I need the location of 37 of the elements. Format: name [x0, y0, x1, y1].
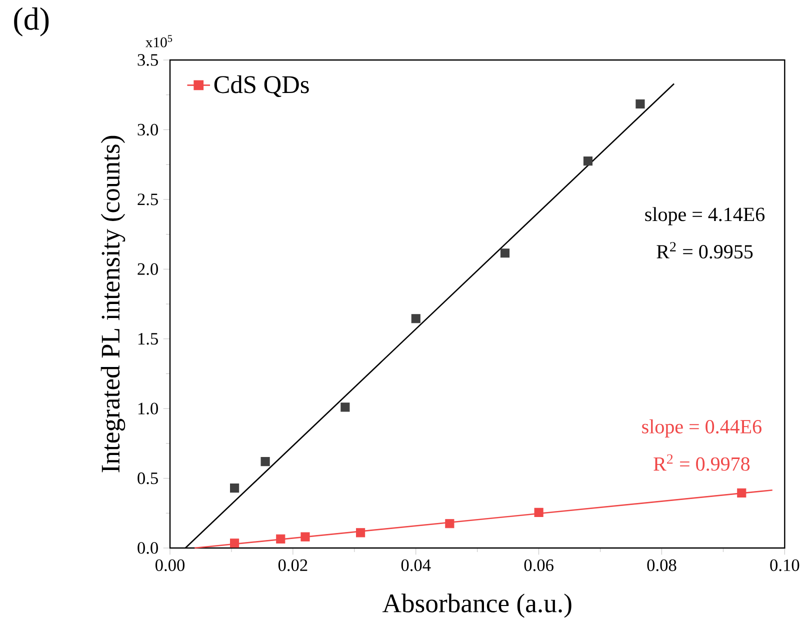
point — [583, 156, 593, 166]
point — [445, 519, 454, 528]
point — [230, 484, 240, 493]
x-tick-label: 0.08 — [647, 559, 676, 572]
point — [300, 532, 310, 542]
x-tick-label: 0.10 — [770, 559, 800, 572]
x-axis-title: Absorbance (a.u.) — [382, 594, 572, 618]
x-tick-label: 0.00 — [156, 559, 185, 572]
x-tick-label: 0.04 — [401, 559, 431, 572]
text: x10$^{5}$ — [146, 35, 172, 48]
y-tick-label: 1.0 — [138, 402, 158, 414]
y-tick-label: 0.0 — [138, 542, 158, 554]
annotation: R$^{2}$ = 0.9978 — [654, 454, 750, 471]
x-tick-label: 0.06 — [524, 559, 554, 572]
x-tick-label: 0.02 — [278, 559, 308, 572]
point — [534, 508, 544, 517]
legend-label: CdS QDs — [214, 75, 309, 98]
point — [260, 457, 270, 466]
y-tick-label: 2.5 — [138, 194, 158, 206]
point — [411, 314, 420, 324]
point — [230, 538, 240, 548]
y-axis-title: Integrated PL intensity (counts) — [100, 136, 126, 472]
point — [500, 248, 510, 258]
point — [276, 534, 286, 544]
point — [356, 528, 366, 538]
annotation: slope = 0.44E6 — [642, 419, 762, 438]
y-tick-label: 0.5 — [138, 472, 158, 484]
annotation: R$^{2}$ = 0.9955 — [656, 242, 753, 259]
y-tick-label: 2.0 — [138, 263, 158, 276]
y-tick-label: 3.0 — [138, 124, 158, 136]
point — [636, 99, 645, 108]
chart-title: (d) — [14, 7, 49, 36]
y-tick-label: 3.5 — [138, 54, 158, 66]
point — [737, 488, 746, 498]
annotation: slope = 4.14E6 — [645, 207, 765, 226]
point — [340, 402, 350, 412]
y-tick-label: 1.5 — [138, 333, 158, 345]
